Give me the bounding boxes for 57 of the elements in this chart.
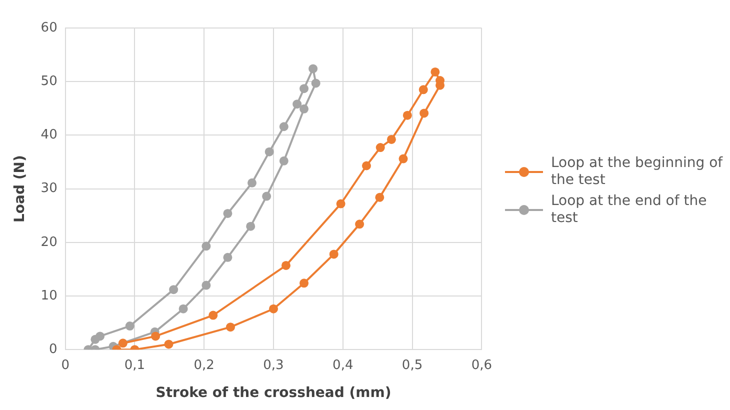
point <box>169 285 178 294</box>
point <box>262 192 272 201</box>
point <box>420 108 429 118</box>
point <box>300 278 309 288</box>
y-axis-title: Load (N) <box>12 155 28 223</box>
point <box>418 85 428 94</box>
point <box>178 304 188 314</box>
x-tick-label: 0 <box>61 358 70 373</box>
point <box>336 199 346 208</box>
point <box>311 78 320 88</box>
point <box>279 156 288 166</box>
y-tick-label: 0 <box>49 342 58 357</box>
point <box>386 134 396 144</box>
point <box>375 192 384 202</box>
point <box>402 110 412 120</box>
legend-label: Loop at the end of the test <box>551 193 708 227</box>
point <box>300 104 309 114</box>
legend-label: Loop at the beginning of the test <box>551 155 723 189</box>
point <box>430 67 440 76</box>
point <box>308 64 318 74</box>
point <box>223 208 232 218</box>
x-tick-label: 0,1 <box>124 358 146 373</box>
y-tick-label: 60 <box>40 20 58 36</box>
y-tick-label: 50 <box>40 74 58 89</box>
x-tick-label: 0,3 <box>263 358 284 373</box>
point <box>246 222 256 231</box>
point <box>151 332 160 341</box>
point <box>96 332 105 341</box>
point <box>118 338 128 348</box>
x-tick-label: 0,6 <box>471 358 492 373</box>
point <box>125 322 134 331</box>
x-tick-label: 0,5 <box>402 358 423 373</box>
point <box>279 122 288 132</box>
y-tick-label: 40 <box>40 128 58 143</box>
point <box>202 242 211 251</box>
point <box>247 178 256 188</box>
point <box>164 340 174 349</box>
point <box>398 154 408 164</box>
point <box>269 304 278 314</box>
point <box>376 143 385 152</box>
x-tick-label: 0,2 <box>194 358 214 373</box>
point <box>292 100 302 109</box>
point <box>355 220 364 229</box>
point <box>223 252 232 262</box>
y-tick-label: 30 <box>40 181 58 196</box>
point <box>202 280 211 290</box>
y-tick-label: 10 <box>40 288 58 304</box>
point <box>362 161 371 170</box>
point <box>281 260 290 270</box>
point <box>300 84 309 94</box>
x-axis-title: Stroke of the crosshead (mm) <box>156 385 392 402</box>
y-tick-label: 20 <box>40 234 58 250</box>
point <box>208 310 218 320</box>
point <box>264 147 274 156</box>
point <box>329 250 338 259</box>
point <box>226 322 235 332</box>
x-tick-label: 0,4 <box>332 358 354 373</box>
